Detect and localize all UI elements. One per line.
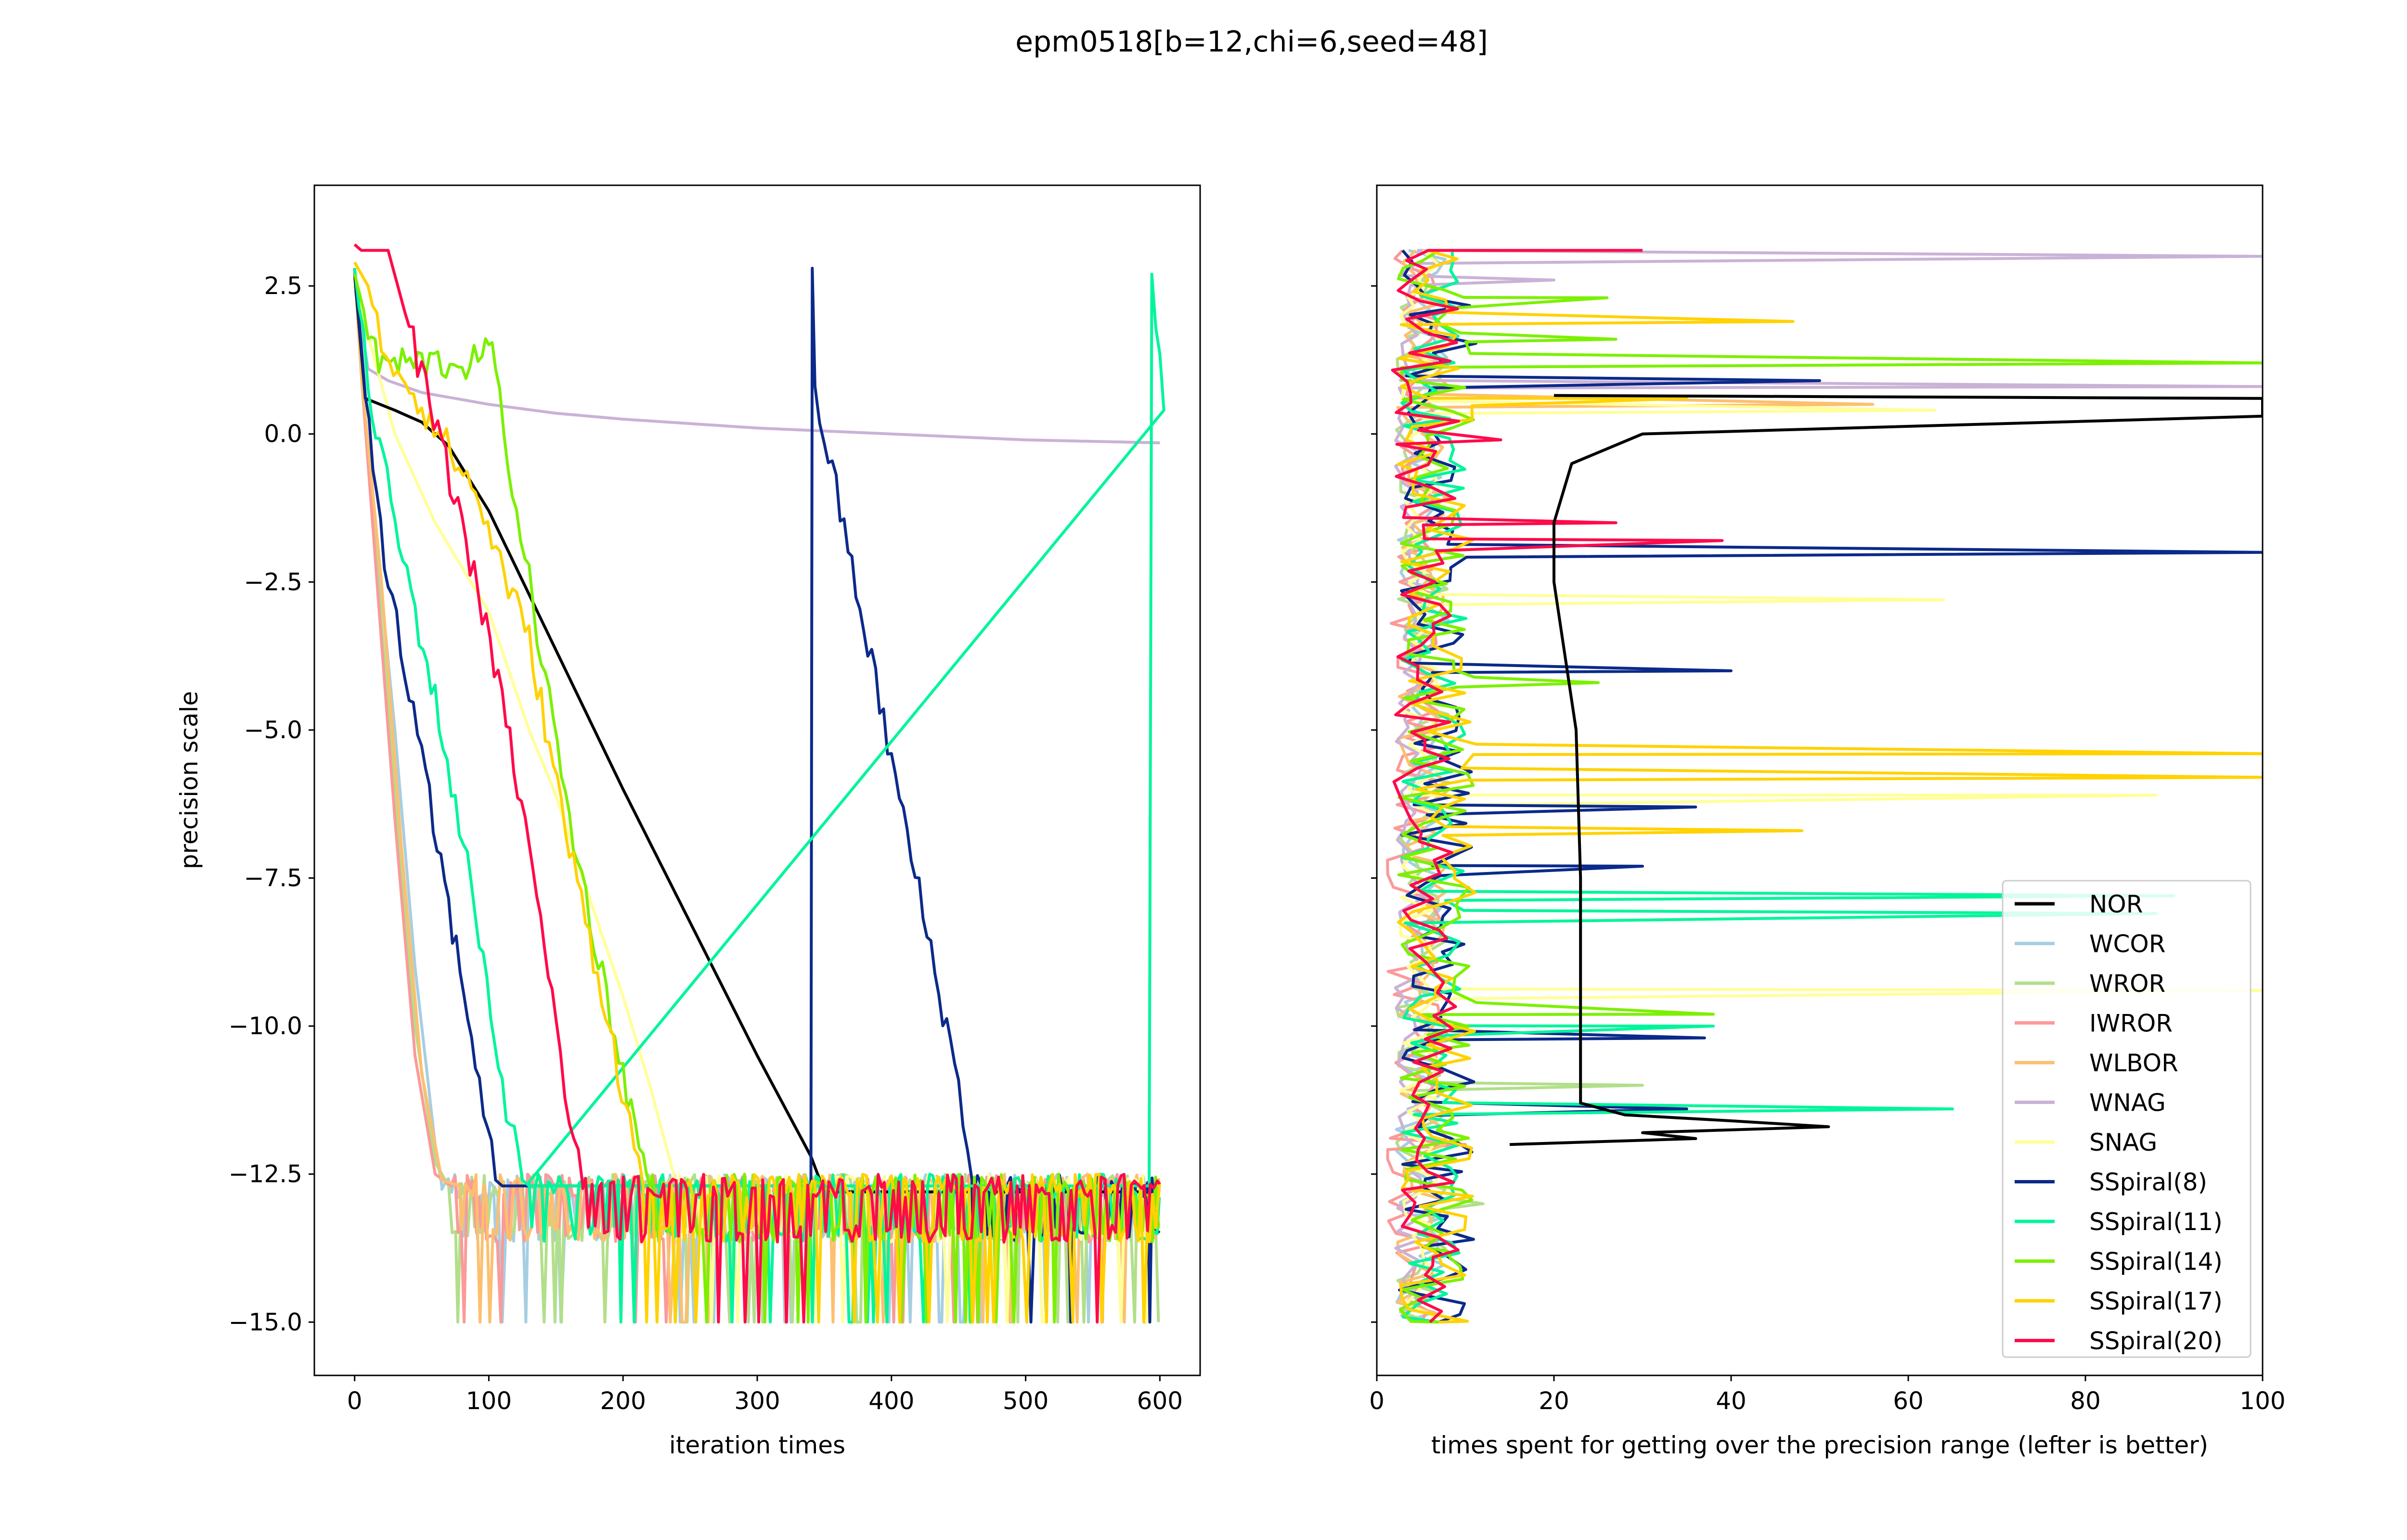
right-series-sspiral-17	[1397, 249, 2263, 1324]
legend-label: SSpiral(14)	[2089, 1248, 2223, 1276]
left-xtick-label: 600	[1137, 1387, 1183, 1415]
legend-label: WLBOR	[2089, 1049, 2178, 1077]
left-xtick-label: 500	[1003, 1387, 1048, 1415]
legend-box	[2002, 880, 2252, 1358]
left-series-sspiral-17	[353, 261, 1162, 1324]
right-series-sspiral-20	[1391, 249, 1724, 1323]
left-ytick-label: −5.0	[244, 716, 302, 744]
left-ytick-label: 2.5	[264, 272, 302, 300]
legend-label: WROR	[2089, 970, 2165, 998]
legend-entry-iwror: IWROR	[2015, 1010, 2173, 1038]
left-ytick-label: −15.0	[229, 1308, 302, 1336]
legend-label: SSpiral(8)	[2089, 1168, 2207, 1196]
legend: NOR WCOR WROR IWROR WLBOR WNAG SNAG SSpiral(8) S…	[2002, 880, 2252, 1358]
right-series-nor	[1509, 394, 2263, 1146]
legend-entry-sspiral-11: SSpiral(11)	[2015, 1208, 2223, 1236]
legend-entry-snag: SNAG	[2015, 1129, 2157, 1156]
left-chart: 0 100 200 300 400 500 600 2.5 0.0 −2.5 −5.0 −7.5 −10…	[175, 184, 1201, 1459]
legend-label: SSpiral(11)	[2089, 1208, 2223, 1236]
legend-entry-sspiral-17: SSpiral(17)	[2015, 1287, 2223, 1315]
right-chart-axes: 0 20 40 60 80 100	[1369, 285, 2286, 1415]
legend-entry-sspiral-14: SSpiral(14)	[2015, 1248, 2223, 1276]
legend-entry-wlbor: WLBOR	[2015, 1049, 2178, 1077]
right-series-sspiral-8	[1398, 249, 2263, 1324]
left-chart-axes: 0 100 200 300 400 500 600 2.5 0.0 −2.5 −5.0 −7.5 −10…	[229, 272, 1183, 1415]
legend-entry-wcor: WCOR	[2015, 930, 2165, 958]
right-chart-xlabel: times spent for getting over the precisi…	[1431, 1431, 2208, 1459]
right-chart-lines	[1386, 249, 2263, 1324]
right-series-sspiral-14	[1397, 249, 2263, 1324]
right-xtick-label: 40	[1716, 1387, 1747, 1415]
legend-entry-sspiral-20: SSpiral(20)	[2015, 1327, 2223, 1355]
legend-label: SSpiral(20)	[2089, 1327, 2223, 1355]
right-chart: 0 20 40 60 80 100 times spent for getting ove…	[1369, 184, 2286, 1459]
right-xtick-label: 20	[1539, 1387, 1569, 1415]
right-xtick-label: 80	[2070, 1387, 2101, 1415]
right-chart-frame	[1376, 184, 2264, 1376]
right-xtick-label: 0	[1369, 1387, 1385, 1415]
left-series-sspiral-20	[353, 243, 1161, 1324]
right-xtick-label: 100	[2239, 1387, 2285, 1415]
figure-title: epm0518[b=12,chi=6,seed=48]	[1015, 25, 1488, 59]
right-xtick-label: 60	[1893, 1387, 1924, 1415]
legend-label: SNAG	[2089, 1129, 2157, 1156]
legend-entry-wror: WROR	[2015, 970, 2165, 998]
legend-label: NOR	[2089, 890, 2143, 918]
left-ytick-label: 0.0	[264, 420, 302, 448]
legend-entry-sspiral-8: SSpiral(8)	[2015, 1168, 2207, 1196]
legend-label: IWROR	[2089, 1010, 2173, 1038]
left-chart-lines	[353, 243, 1165, 1324]
left-xtick-label: 0	[347, 1387, 362, 1415]
left-xtick-label: 200	[600, 1387, 646, 1415]
legend-entry-nor: NOR	[2015, 890, 2143, 918]
left-xtick-label: 400	[868, 1387, 914, 1415]
left-chart-xlabel: iteration times	[669, 1431, 845, 1459]
left-chart-ylabel: precision scale	[175, 691, 203, 869]
left-series-wnag	[353, 285, 1160, 445]
right-series-sspiral-11	[1400, 250, 2175, 1324]
legend-entry-wnag: WNAG	[2015, 1089, 2166, 1117]
legend-label: WCOR	[2089, 930, 2165, 958]
left-ytick-label: −10.0	[229, 1012, 302, 1040]
left-ytick-label: −2.5	[244, 568, 302, 596]
left-xtick-label: 100	[466, 1387, 512, 1415]
legend-label: WNAG	[2089, 1089, 2166, 1117]
left-xtick-label: 300	[734, 1387, 780, 1415]
left-ytick-label: −12.5	[229, 1160, 302, 1188]
left-ytick-label: −7.5	[244, 864, 302, 892]
legend-label: SSpiral(17)	[2089, 1287, 2223, 1315]
